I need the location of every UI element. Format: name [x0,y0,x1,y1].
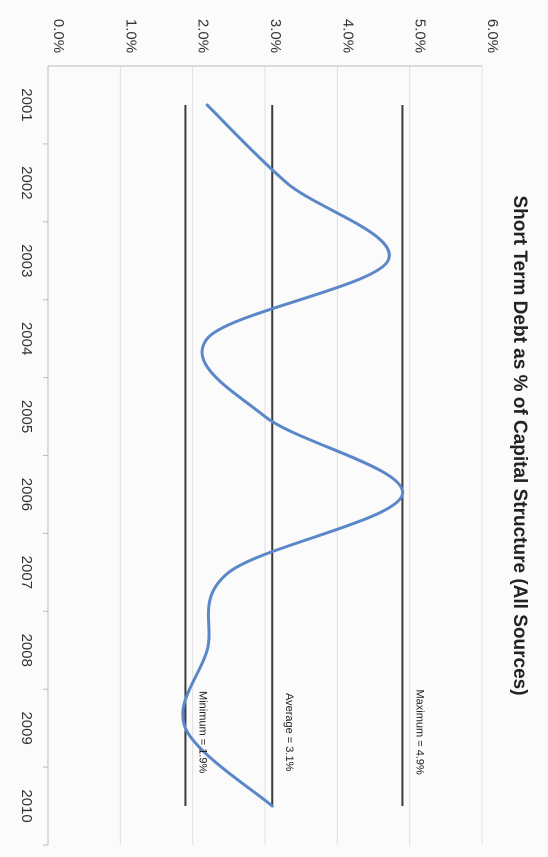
reference-line-label: Average = 3.1% [283,693,295,772]
value-tick-label: 4.0% [339,19,356,53]
reference-lines [184,104,404,807]
category-tick-label: 2008 [18,634,35,667]
category-tick-label: 2007 [18,556,35,589]
category-tick-label: 2005 [18,400,35,433]
axes [43,65,482,846]
labels: 0.0% 1.0% 2.0% 3.0% 4.0% 5.0% 6.0% 2001 2002 2003… [18,19,501,823]
category-tick-label: 2009 [18,711,35,744]
category-tick-label: 2004 [18,322,35,355]
category-tick-label: 2001 [18,88,35,121]
gridlines [47,66,483,845]
value-tick-label: 5.0% [412,19,429,53]
value-tick-label: 3.0% [267,19,284,53]
category-tick-label: 2002 [18,166,35,199]
series [181,103,404,808]
reference-line-label: Maximum = 4.9% [413,690,425,775]
value-tick-label: 1.0% [122,19,139,53]
category-tick-label: 2003 [18,244,35,277]
chart-title: Short Term Debt as % of Capital Structur… [509,195,530,695]
value-tick-label: 0.0% [50,19,67,53]
category-tick-label: 2010 [18,789,35,822]
value-tick-label: 2.0% [195,19,212,53]
value-tick-label: 6.0% [484,19,501,53]
category-tick-label: 2006 [18,478,35,511]
series-line [181,103,404,808]
reference-line-label: Minimum = 1.9% [196,691,208,773]
